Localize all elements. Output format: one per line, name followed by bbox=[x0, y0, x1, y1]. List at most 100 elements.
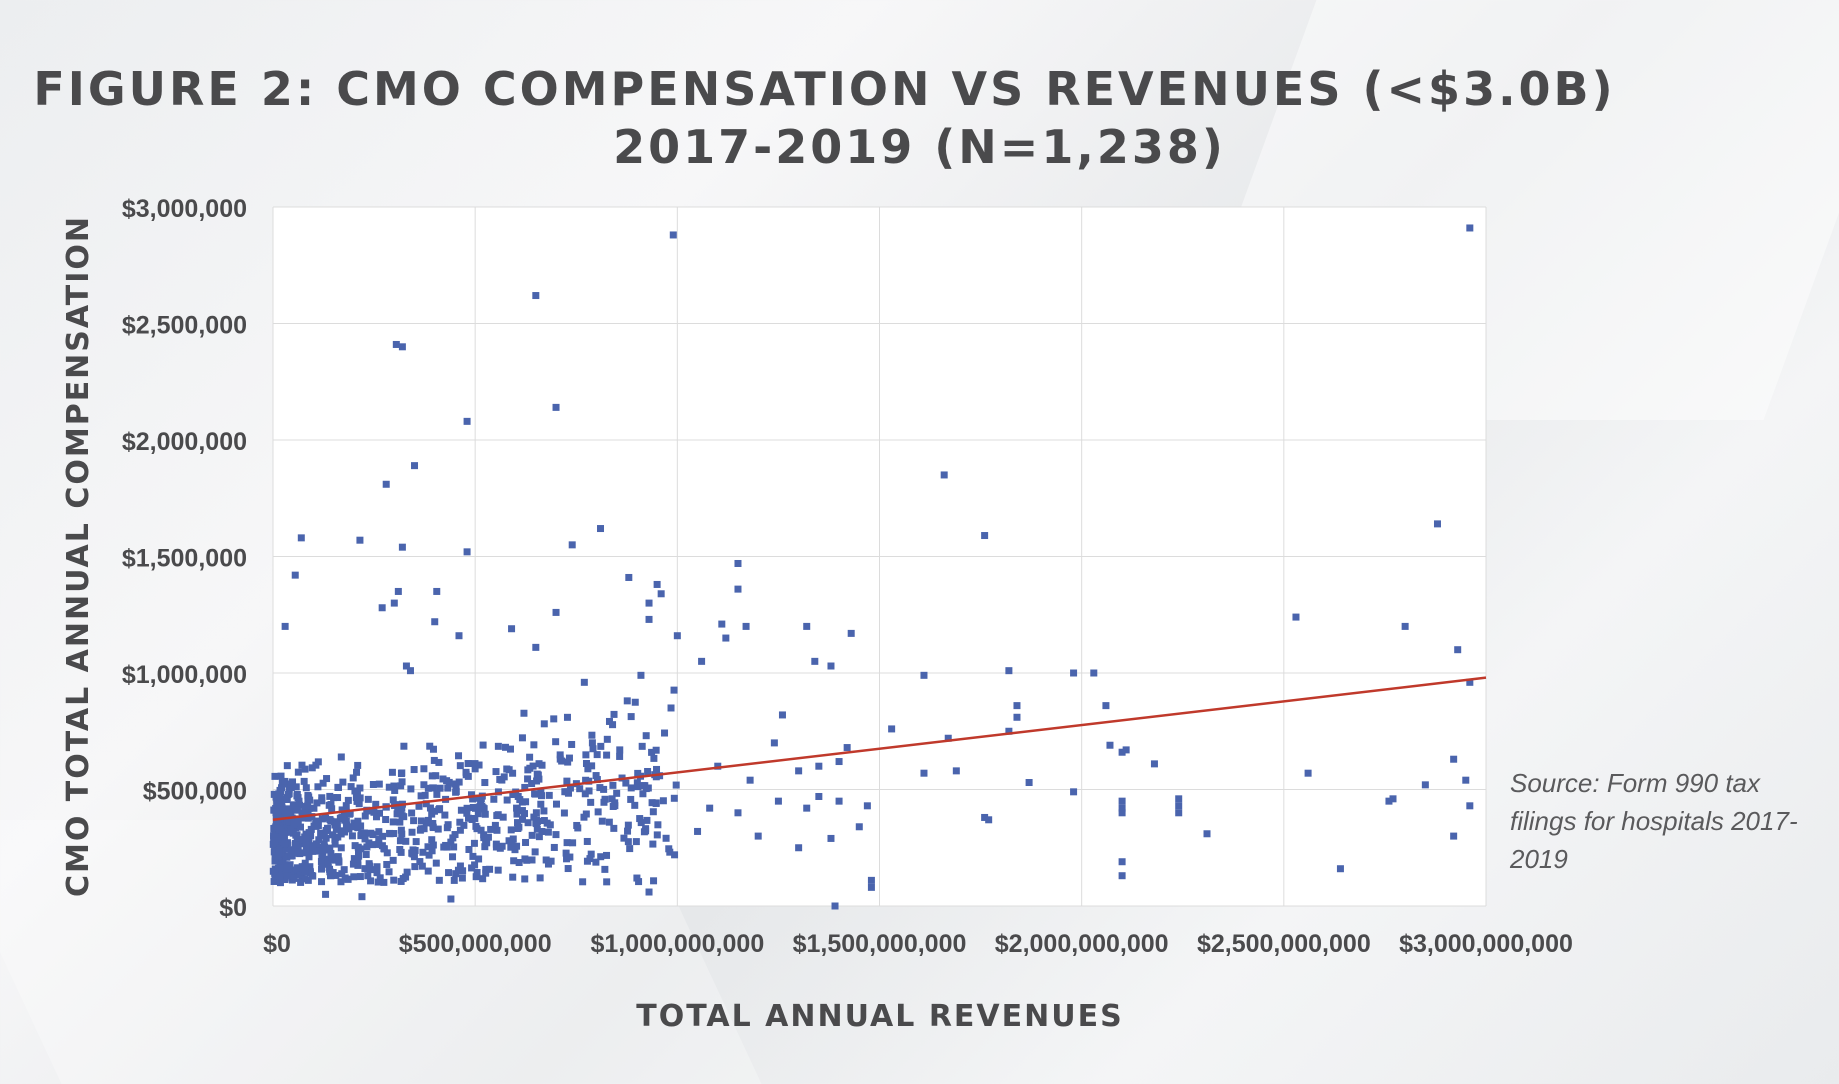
data-point bbox=[649, 840, 657, 848]
data-point bbox=[467, 791, 475, 799]
data-point bbox=[1450, 755, 1458, 763]
data-point bbox=[419, 848, 427, 856]
data-point bbox=[328, 855, 336, 863]
data-point bbox=[552, 738, 560, 746]
data-point bbox=[1433, 520, 1441, 528]
data-point bbox=[334, 783, 342, 791]
data-point bbox=[734, 559, 742, 567]
data-point bbox=[597, 525, 605, 533]
data-point bbox=[648, 799, 656, 807]
data-point bbox=[523, 856, 531, 864]
data-point bbox=[584, 765, 592, 773]
data-point bbox=[562, 849, 570, 857]
data-point bbox=[920, 671, 928, 679]
data-point bbox=[920, 769, 928, 777]
data-point bbox=[376, 809, 384, 817]
data-point bbox=[432, 859, 440, 867]
data-point bbox=[291, 571, 299, 579]
data-point bbox=[449, 834, 457, 842]
data-point bbox=[564, 865, 572, 873]
data-point bbox=[546, 821, 554, 829]
data-point bbox=[626, 845, 634, 853]
data-point bbox=[455, 778, 463, 786]
data-point bbox=[305, 853, 313, 861]
data-point bbox=[545, 791, 553, 799]
data-point bbox=[332, 871, 340, 879]
data-point bbox=[694, 827, 702, 835]
y-tick-label: $2,000,000 bbox=[122, 428, 247, 456]
data-point bbox=[312, 847, 320, 855]
data-point bbox=[471, 760, 479, 768]
data-point bbox=[531, 790, 539, 798]
data-point bbox=[383, 860, 391, 868]
data-point bbox=[538, 827, 546, 835]
data-point bbox=[271, 872, 279, 880]
y-tick-label: $1,500,000 bbox=[122, 545, 247, 573]
data-point bbox=[379, 832, 387, 840]
data-point bbox=[285, 790, 293, 798]
data-point bbox=[456, 826, 464, 834]
data-point bbox=[398, 830, 406, 838]
data-point bbox=[363, 843, 371, 851]
data-point bbox=[637, 671, 645, 679]
data-point bbox=[355, 852, 363, 860]
data-point bbox=[518, 734, 526, 742]
data-point bbox=[327, 817, 335, 825]
data-point bbox=[499, 813, 507, 821]
data-point bbox=[396, 837, 404, 845]
data-point bbox=[811, 657, 819, 665]
data-point bbox=[400, 742, 408, 750]
data-point bbox=[568, 740, 576, 748]
data-point bbox=[421, 791, 429, 799]
data-point bbox=[669, 231, 677, 239]
data-point bbox=[294, 794, 302, 802]
data-point bbox=[392, 340, 400, 348]
data-point bbox=[827, 834, 835, 842]
data-point bbox=[1292, 613, 1300, 621]
data-point bbox=[283, 762, 291, 770]
data-point bbox=[324, 860, 332, 868]
data-point bbox=[855, 823, 863, 831]
data-point bbox=[601, 865, 609, 873]
data-point bbox=[1118, 858, 1126, 866]
data-point bbox=[511, 846, 519, 854]
data-point bbox=[341, 874, 349, 882]
data-point bbox=[616, 752, 624, 760]
data-point bbox=[349, 774, 357, 782]
data-point bbox=[424, 867, 432, 875]
data-point bbox=[273, 803, 281, 811]
data-point bbox=[356, 784, 364, 792]
data-point bbox=[299, 849, 307, 857]
data-point bbox=[594, 808, 602, 816]
data-point bbox=[1462, 776, 1470, 784]
data-point bbox=[1466, 224, 1474, 232]
data-point bbox=[940, 471, 948, 479]
data-point bbox=[305, 842, 313, 850]
chart-title-line1: FIGURE 2: CMO COMPENSATION VS REVENUES (… bbox=[33, 62, 1616, 116]
data-point bbox=[397, 782, 405, 790]
data-point bbox=[390, 782, 398, 790]
data-point bbox=[507, 826, 515, 834]
data-point bbox=[281, 622, 289, 630]
data-point bbox=[287, 846, 295, 854]
data-point bbox=[331, 840, 339, 848]
data-point bbox=[638, 742, 646, 750]
data-point bbox=[613, 789, 621, 797]
data-point bbox=[351, 787, 359, 795]
data-point bbox=[1389, 795, 1397, 803]
data-point bbox=[652, 746, 660, 754]
data-point bbox=[320, 832, 328, 840]
data-point bbox=[429, 745, 437, 753]
data-point bbox=[533, 770, 541, 778]
data-point bbox=[1118, 797, 1126, 805]
data-point bbox=[385, 783, 393, 791]
data-point bbox=[451, 780, 459, 788]
data-point bbox=[481, 843, 489, 851]
data-point bbox=[302, 830, 310, 838]
data-point bbox=[1466, 678, 1474, 686]
data-point bbox=[361, 812, 369, 820]
data-point bbox=[552, 800, 560, 808]
data-point bbox=[528, 780, 536, 788]
data-point bbox=[319, 779, 327, 787]
data-point bbox=[533, 816, 541, 824]
